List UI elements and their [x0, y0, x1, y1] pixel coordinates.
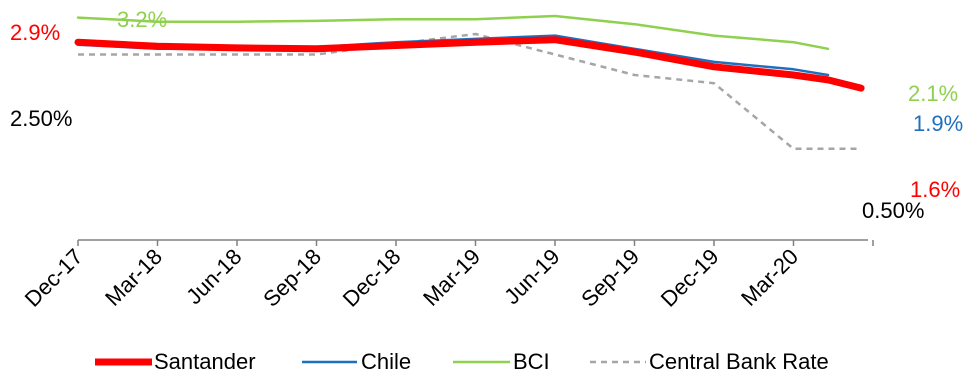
annotation-label: 0.50% [862, 198, 924, 223]
legend: Santander Chile BCI Central Bank Rate [95, 349, 829, 374]
annotation-label: 1.9% [913, 111, 963, 136]
annotation-label: 3.2% [117, 7, 167, 32]
series-line-central-bank-rate [78, 32, 862, 151]
x-tick-label: Mar-20 [736, 244, 803, 311]
x-axis [77, 239, 874, 246]
x-tick-label: Mar-18 [100, 244, 167, 311]
annotations: 2.9% 3.2% 2.50% 2.1% 1.9% 1.6%0.50% [10, 7, 963, 223]
annotation-label: 2.50% [10, 106, 72, 131]
x-tick-labels: Dec-17 Mar-18 Jun-18 Sep-18 Dec-18 Mar-19 Jun-… [20, 244, 803, 312]
annotation-label: 2.9% [10, 20, 60, 45]
x-tick-label: Dec-19 [656, 244, 724, 312]
series-line-bci [76, 14, 830, 51]
x-tick-label: Mar-19 [418, 244, 485, 311]
x-tick-label: Dec-17 [20, 244, 88, 312]
legend-label: Chile [361, 349, 411, 374]
x-tick-label: Jun-19 [499, 244, 564, 309]
series-lines [74, 14, 865, 151]
annotation-label: 2.1% [908, 81, 958, 106]
legend-label: Santander [154, 349, 256, 374]
x-tick-label: Sep-18 [258, 244, 326, 312]
annotation-label: 1.6% [910, 177, 960, 202]
x-tick-label: Sep-19 [576, 244, 644, 312]
legend-label: Central Bank Rate [649, 349, 829, 374]
x-tick-label: Dec-18 [338, 244, 406, 312]
x-tick-label: Jun-18 [181, 244, 246, 309]
series-line-santander [74, 36, 865, 92]
legend-label: BCI [513, 349, 550, 374]
